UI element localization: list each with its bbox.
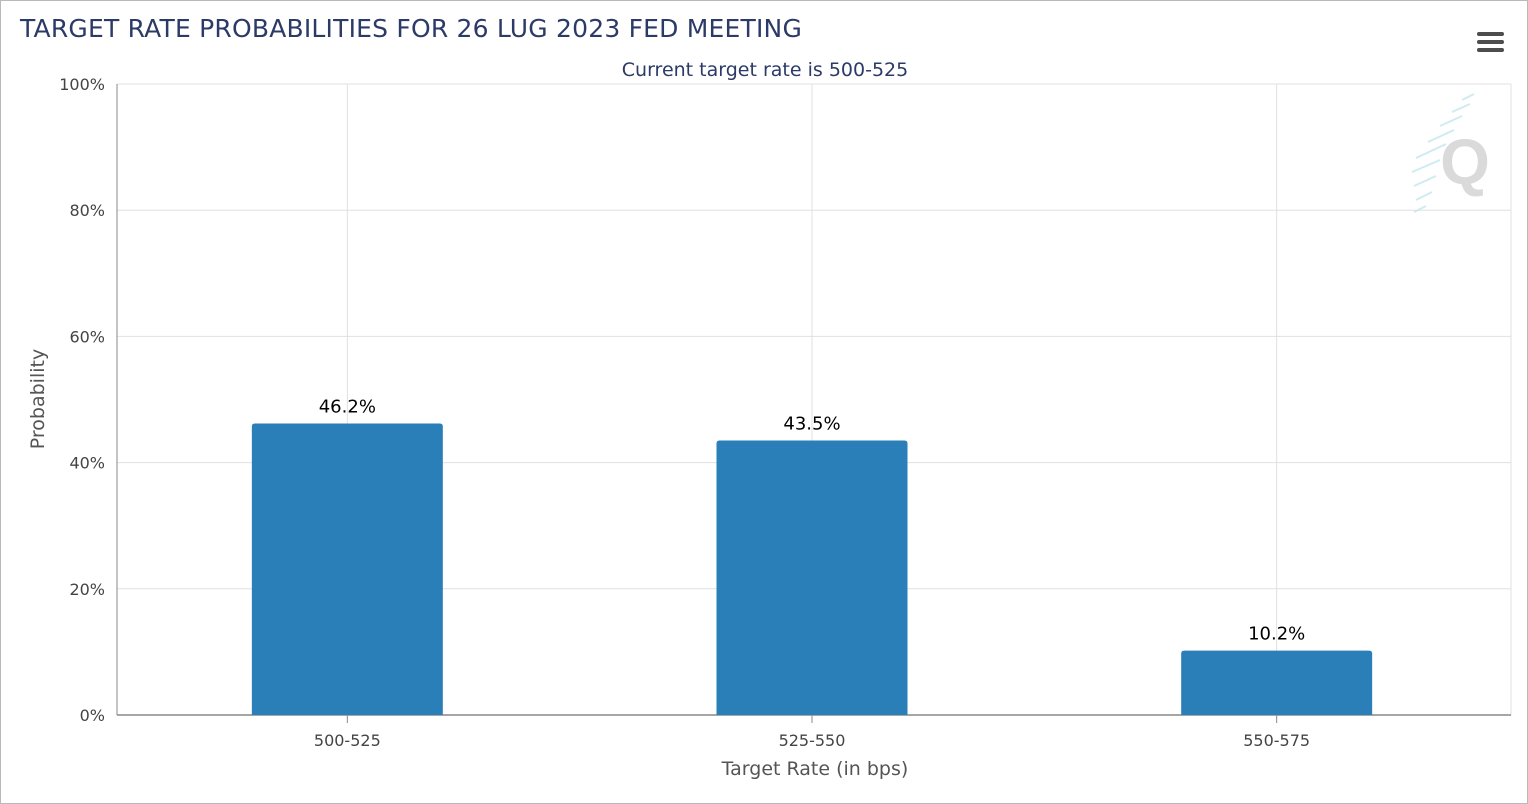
- y-tick-label: 20%: [69, 580, 105, 599]
- x-axis-labels: 500-525 525-550 550-575: [314, 715, 1310, 750]
- bar-500-525[interactable]: [251, 423, 443, 715]
- data-label: 43.5%: [783, 414, 840, 435]
- bar-525-550[interactable]: [716, 440, 908, 715]
- y-tick-label: 60%: [69, 327, 105, 346]
- y-tick-label: 40%: [69, 454, 105, 473]
- x-tick-label: 500-525: [314, 731, 381, 750]
- x-axis-title: Target Rate (in bps): [721, 758, 909, 780]
- y-tick-label: 100%: [59, 75, 105, 94]
- data-label: 46.2%: [319, 396, 376, 417]
- bar-550-575[interactable]: [1181, 650, 1373, 715]
- hamburger-menu-icon[interactable]: [1472, 26, 1510, 60]
- y-tick-label: 80%: [69, 201, 105, 220]
- x-tick-label: 525-550: [779, 731, 846, 750]
- menu-line: [1477, 48, 1504, 52]
- menu-line: [1477, 40, 1504, 44]
- chart-subtitle: Current target rate is 500-525: [622, 59, 908, 81]
- y-axis-title: Probability: [27, 349, 49, 449]
- x-tick-label: 550-575: [1243, 731, 1310, 750]
- data-label: 10.2%: [1248, 624, 1305, 645]
- svg-text:Q: Q: [1440, 126, 1490, 198]
- bar-series: 46.2% 43.5% 10.2%: [251, 396, 1373, 715]
- q-logo-watermark: Q: [1411, 93, 1490, 213]
- menu-line: [1477, 32, 1504, 36]
- y-axis-labels: 0% 20% 40% 60% 80% 100%: [59, 75, 105, 725]
- y-tick-label: 0%: [80, 706, 105, 725]
- chart-title: TARGET RATE PROBABILITIES FOR 26 LUG 202…: [20, 14, 803, 43]
